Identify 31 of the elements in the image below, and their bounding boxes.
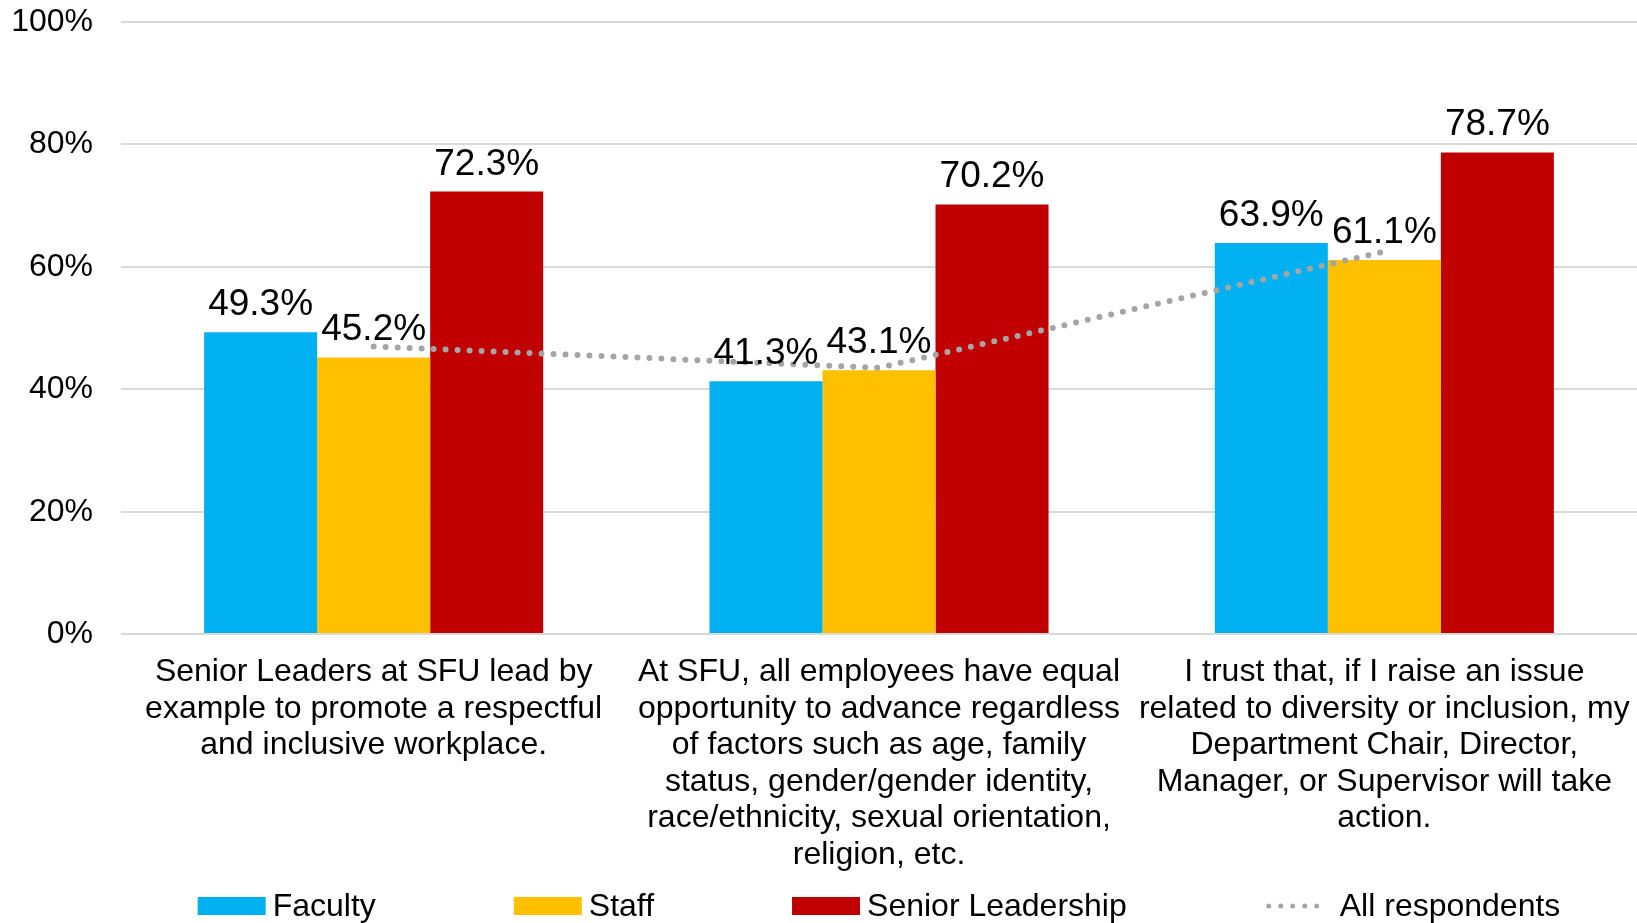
x-tick-label: I trust that, if I raise an issue related to diversity or inclusion, my Department Chair, Director, Manager, or Supervisor will take action.	[1138, 652, 1630, 835]
bar	[317, 357, 431, 634]
y-tick-label: 0%	[46, 613, 93, 650]
y-tick-label: 20%	[28, 491, 93, 528]
bar	[1327, 260, 1441, 634]
y-tick-label: 60%	[28, 246, 93, 283]
data-label: 70.2%	[939, 154, 1045, 196]
bar	[822, 370, 936, 634]
data-label: 72.3%	[434, 141, 540, 183]
bar	[1214, 242, 1328, 634]
bar	[709, 381, 823, 634]
data-label: 49.3%	[208, 282, 314, 324]
data-label: 41.3%	[713, 331, 819, 373]
data-label: 45.2%	[321, 307, 427, 349]
x-tick-label: Senior Leaders at SFU lead by example to promote a respectful and inclusive workplace.	[145, 652, 603, 762]
y-tick-label: 100%	[11, 1, 93, 38]
legend-label: Senior Leadership	[867, 886, 1127, 923]
data-label: 43.1%	[826, 320, 932, 362]
y-tick-label: 80%	[28, 124, 93, 161]
bar	[204, 332, 318, 634]
bar	[1440, 152, 1554, 634]
legend-label: Faculty	[272, 886, 376, 923]
legend-label: All respondents	[1339, 886, 1561, 923]
y-tick-label: 40%	[28, 369, 93, 406]
data-label: 63.9%	[1218, 192, 1324, 234]
bar	[935, 204, 1049, 634]
x-tick-label: At SFU, all employees have equal opportunity to advance regardless of factors such as age, family status, gender/gender identity, race/ethnicity, sexual orientation, religion, etc.	[637, 652, 1121, 871]
bar	[430, 191, 544, 634]
data-label: 61.1%	[1331, 210, 1437, 252]
legend-label: Staff	[588, 886, 655, 923]
data-label: 78.7%	[1444, 102, 1550, 144]
